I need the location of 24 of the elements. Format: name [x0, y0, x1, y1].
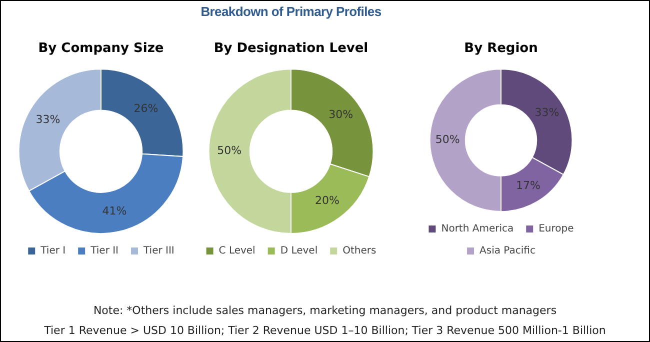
data-label: 17%	[516, 179, 540, 192]
chart-title: By Region	[464, 41, 538, 56]
data-label: 33%	[534, 106, 560, 119]
data-label: 50%	[217, 144, 242, 158]
legend-label: Others	[342, 246, 376, 257]
legend-label: C Level	[218, 246, 256, 257]
data-label: 26%	[134, 102, 158, 115]
legend-label: Tier II	[90, 246, 119, 257]
text: Note: *Others include sales managers, marketing managers, and product managers	[92, 303, 558, 319]
text: Tier 1 Revenue > USD 10 Billion; Tier 2 Revenue USD 1–10 Billion; Tier 3 Revenue 500 Million-1 Billion	[43, 323, 607, 339]
chart-title: By Company Size	[38, 41, 164, 56]
data-label: 33%	[36, 112, 60, 126]
legend-label: Tier III	[142, 246, 174, 257]
legend-label: North America	[441, 224, 514, 235]
data-label: 50%	[435, 133, 460, 146]
legend-label: D Level	[280, 246, 318, 257]
legend-label: Tier I	[40, 246, 66, 257]
chart-title: By Designation Level	[214, 41, 368, 56]
data-label: 41%	[102, 204, 127, 218]
text: Breakdown of Primary Profiles	[200, 4, 382, 19]
data-label: 20%	[315, 194, 340, 208]
legend-label: Europe	[538, 224, 574, 235]
data-label: 30%	[328, 108, 354, 121]
legend-label: Asia Pacific	[480, 246, 536, 257]
